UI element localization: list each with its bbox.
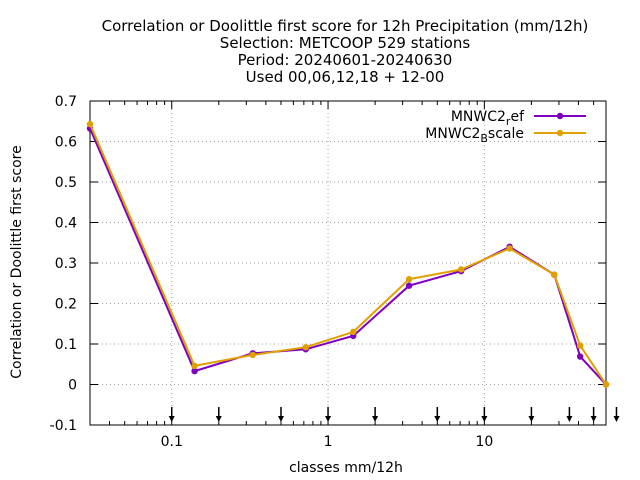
data-point [602,381,610,388]
legend-entry-2: MNWC2Bscale [425,126,586,145]
legend-marker [556,129,564,137]
legend-label: MNWC2Bscale [425,126,524,145]
data-point [249,351,256,359]
data-point [191,367,198,375]
class-limit-arrow [481,407,488,422]
data-point [506,245,513,252]
y-axis-ticks: -0.1 0 0.1 0.2 0.3 0.4 0.5 0.6 0.7 [50,94,606,434]
data-point [576,353,584,360]
data-point [457,266,465,273]
y-tick-label: 0.4 [55,216,77,232]
title-line-1: Correlation or Doolittle first score for… [102,17,589,35]
data-point [191,362,198,370]
title-line-2: Selection: METCOOP 529 stations [220,34,471,52]
data-point [405,282,413,289]
x-tick-label: 10 [475,434,493,450]
class-limit-arrow [168,407,175,422]
y-tick-label: 0.3 [55,256,77,272]
class-limit-arrow [325,407,332,422]
title-line-4: Used 00,06,12,18 + 12-00 [246,68,445,86]
y-tick-label: 0.1 [55,337,77,353]
class-limit-arrow [590,407,597,422]
y-tick-label: 0.2 [55,297,77,313]
series-2 [86,120,610,388]
class-limit-markers [168,407,620,422]
plot-frame [89,100,607,426]
data-point [551,271,558,278]
data-point [405,276,413,283]
data-point [302,344,309,351]
y-tick-label: -0.1 [50,418,77,434]
y-tick-label: 0 [68,378,77,394]
class-limit-arrow [277,407,284,422]
title-line-3: Period: 20240601-20240630 [238,51,453,69]
class-limit-arrow [372,407,379,422]
y-axis-label: Correlation or Doolittle first score [9,145,25,378]
series-layer [86,120,610,388]
series-line [89,123,607,386]
class-limit-arrow [613,407,620,422]
data-point [350,328,357,336]
series-line [89,128,607,386]
x-axis-label: classes mm/12h [289,460,403,476]
class-limit-arrow [528,407,535,422]
chart-title: Correlation or Doolittle first score for… [102,17,589,86]
y-tick-label: 0.7 [55,94,77,110]
x-axis-ticks: 0.1 1 10 [109,101,595,450]
series-1 [86,125,610,388]
class-limit-arrow [215,407,222,422]
class-limit-arrow [434,407,441,422]
legend-label: MNWC2ref [451,109,525,128]
x-tick-label: 0.1 [161,434,183,450]
y-tick-label: 0.6 [55,135,77,151]
y-tick-label: 0.5 [55,175,77,191]
legend-marker [556,112,564,120]
grid [90,101,606,425]
x-tick-label: 1 [324,434,333,450]
legend-entry-1: MNWC2ref [451,109,586,128]
class-limit-arrow [566,407,573,422]
data-point [86,120,94,128]
data-point [576,342,584,349]
